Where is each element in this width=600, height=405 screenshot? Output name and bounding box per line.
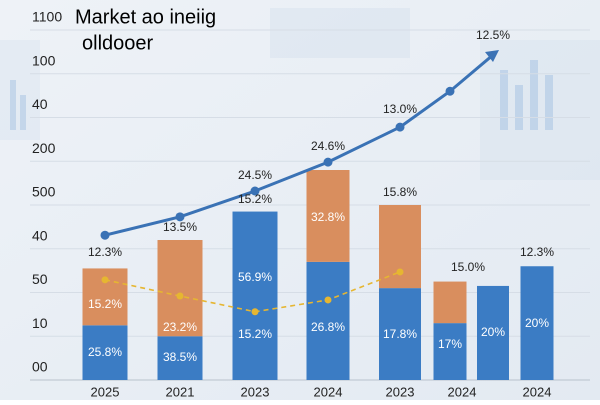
annotation: 15.8% (383, 185, 417, 199)
bar-segment (157, 336, 203, 380)
bar-segment (306, 170, 350, 262)
line-point (323, 157, 333, 167)
annotation: 12.5% (476, 28, 510, 42)
annotation: 20% (481, 325, 505, 339)
line-point (175, 212, 185, 222)
annotation: 20% (525, 316, 549, 330)
line-point (396, 268, 404, 276)
y-tick-label: 40 (32, 96, 48, 112)
line-point (395, 122, 405, 132)
annotation: 12.3% (88, 245, 122, 259)
x-tick-label: 2023 (241, 384, 270, 399)
annotation: 32.8% (311, 210, 345, 224)
x-tick-label: 2023 (386, 384, 415, 399)
annotation: 17% (438, 337, 462, 351)
bar-segment (379, 288, 421, 380)
bar-segment (520, 266, 554, 380)
bar-segment (433, 281, 467, 324)
y-tick-label: 50 (32, 271, 48, 287)
annotation: 12.3% (520, 245, 554, 259)
chart-title: olldooer (82, 32, 154, 54)
y-tick-label: 10 (32, 315, 48, 331)
annotation: 13.0% (383, 102, 417, 116)
y-tick-label: 500 (32, 184, 56, 200)
y-tick-label: 40 (32, 227, 48, 243)
line-point (250, 186, 260, 196)
backdrop-dashboard (0, 8, 600, 180)
line-point (101, 276, 109, 284)
arrow-head (485, 49, 499, 62)
bar-segment (379, 205, 421, 289)
annotation: 24.5% (238, 168, 272, 182)
bar-segment (477, 285, 509, 380)
x-tick-label: 2025 (91, 384, 120, 399)
x-tick-label: 2024 (523, 384, 552, 399)
annotation: 13.5% (163, 220, 197, 234)
bar-segment (433, 323, 467, 380)
x-tick-label: 2021 (166, 384, 195, 399)
x-tick-label: 2024 (314, 384, 343, 399)
line-point (176, 292, 184, 300)
bar-segment (82, 325, 128, 380)
bar-segment (232, 211, 278, 380)
annotation: 17.8% (383, 327, 417, 341)
annotation: 38.5% (163, 350, 197, 364)
line-point (100, 230, 110, 240)
annotation: 24.6% (311, 139, 345, 153)
annotation: 15.2% (238, 192, 272, 206)
annotation: 25.8% (88, 345, 122, 359)
x-tick-label: 2024 (448, 384, 477, 399)
annotation: 15.2% (238, 327, 272, 341)
chart-title: Market ao ineiig (75, 6, 216, 28)
line-point (251, 308, 259, 316)
annotation: 15.2% (88, 297, 122, 311)
annotation: 15.0% (451, 260, 485, 274)
annotation: 56.9% (238, 270, 272, 284)
y-tick-label: 200 (32, 140, 56, 156)
y-tick-label: 100 (32, 52, 56, 68)
annotation: 26.8% (311, 320, 345, 334)
y-tick-label: 1100 (32, 9, 62, 25)
line-point (324, 296, 332, 304)
bar-segment (306, 261, 350, 380)
y-tick-label: 00 (32, 359, 48, 375)
line-point (445, 86, 455, 96)
annotation: 23.2% (163, 320, 197, 334)
bar-segment (157, 240, 203, 337)
